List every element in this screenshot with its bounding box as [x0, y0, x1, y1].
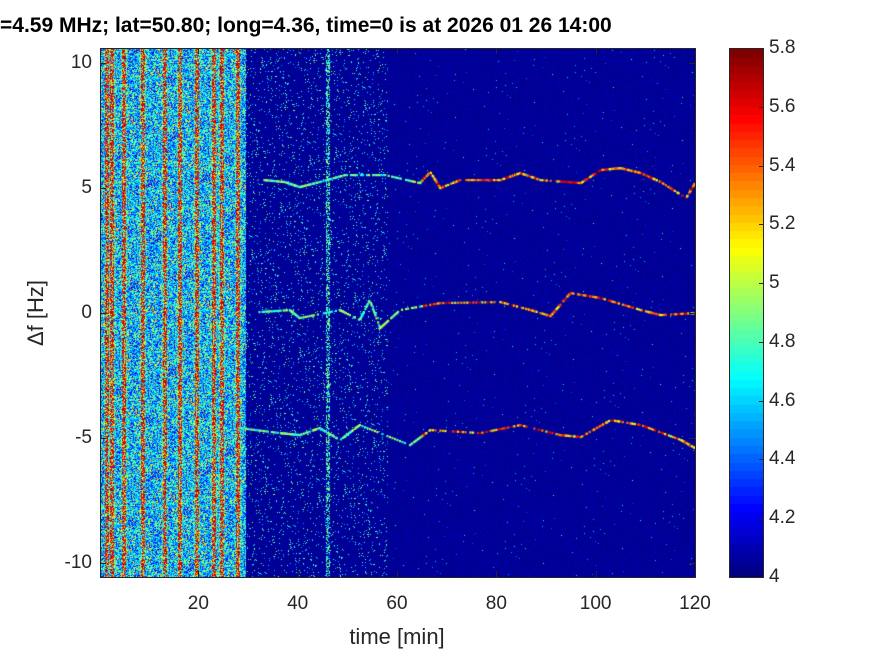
y-tick-mark: [689, 313, 695, 314]
colorbar-tick-label: 4.6: [769, 389, 796, 411]
y-tick-mark: [689, 63, 695, 64]
colorbar-tick-mark: [759, 459, 763, 461]
colorbar-tick-mark: [759, 165, 763, 167]
colorbar-tick-mark: [759, 341, 763, 343]
x-tick-label: 40: [287, 593, 309, 614]
y-tick-mark: [100, 63, 106, 64]
x-tick-label: 20: [187, 593, 209, 614]
colorbar: [729, 48, 763, 577]
colorbar-tick-mark: [759, 577, 763, 578]
x-tick-mark: [496, 571, 498, 577]
colorbar-tick-label: 4.8: [769, 330, 796, 352]
x-tick-label: 80: [485, 593, 507, 614]
y-tick-label: -10: [64, 552, 92, 573]
x-axis-label: time [min]: [349, 624, 445, 649]
y-tick-label: -5: [75, 427, 92, 448]
x-tick-mark: [397, 48, 398, 54]
x-tick-mark: [496, 48, 498, 54]
y-tick-mark: [100, 188, 106, 189]
x-tick-mark: [595, 48, 597, 54]
colorbar-tick-mark: [759, 518, 763, 520]
y-tick-mark: [689, 438, 695, 439]
y-tick-mark: [100, 438, 106, 439]
colorbar-tick-label: 5.8: [769, 37, 796, 58]
colorbar-tick-label: 5.2: [769, 213, 796, 235]
x-tick-mark: [198, 571, 200, 577]
colorbar-tick-label: 4.2: [769, 507, 796, 529]
y-tick-mark: [100, 563, 106, 564]
x-tick-label: 120: [679, 593, 711, 614]
x-tick-mark: [297, 571, 299, 577]
colorbar-tick-label: 4: [769, 566, 780, 587]
x-tick-mark: [198, 48, 200, 54]
y-tick-mark: [689, 188, 695, 189]
colorbar-tick-mark: [759, 48, 763, 49]
x-tick-mark: [695, 571, 696, 577]
x-tick-mark: [397, 571, 398, 577]
colorbar-tick-label: 5.6: [769, 95, 796, 117]
y-tick-label: 5: [81, 177, 92, 198]
y-tick-label: 0: [81, 302, 92, 323]
colorbar-tick-mark: [759, 400, 763, 402]
colorbar-tick-mark: [759, 106, 763, 108]
colorbar-tick-mark: [759, 283, 763, 285]
x-tick-label: 60: [386, 593, 408, 614]
y-tick-mark: [689, 563, 695, 564]
x-tick-mark: [695, 48, 696, 54]
y-tick-mark: [100, 313, 106, 314]
colorbar-tick-label: 5: [769, 272, 780, 294]
colorbar-tick-label: 4.4: [769, 448, 796, 470]
spectrogram-heatmap: [100, 48, 695, 577]
x-tick-mark: [595, 571, 597, 577]
colorbar-tick-mark: [759, 224, 763, 226]
y-tick-label: 10: [70, 52, 92, 73]
chart-title: =4.59 MHz; lat=50.80; long=4.36, time=0 …: [0, 14, 612, 37]
x-tick-mark: [297, 48, 299, 54]
x-tick-label: 100: [579, 593, 612, 614]
colorbar-tick-label: 5.4: [769, 154, 796, 176]
